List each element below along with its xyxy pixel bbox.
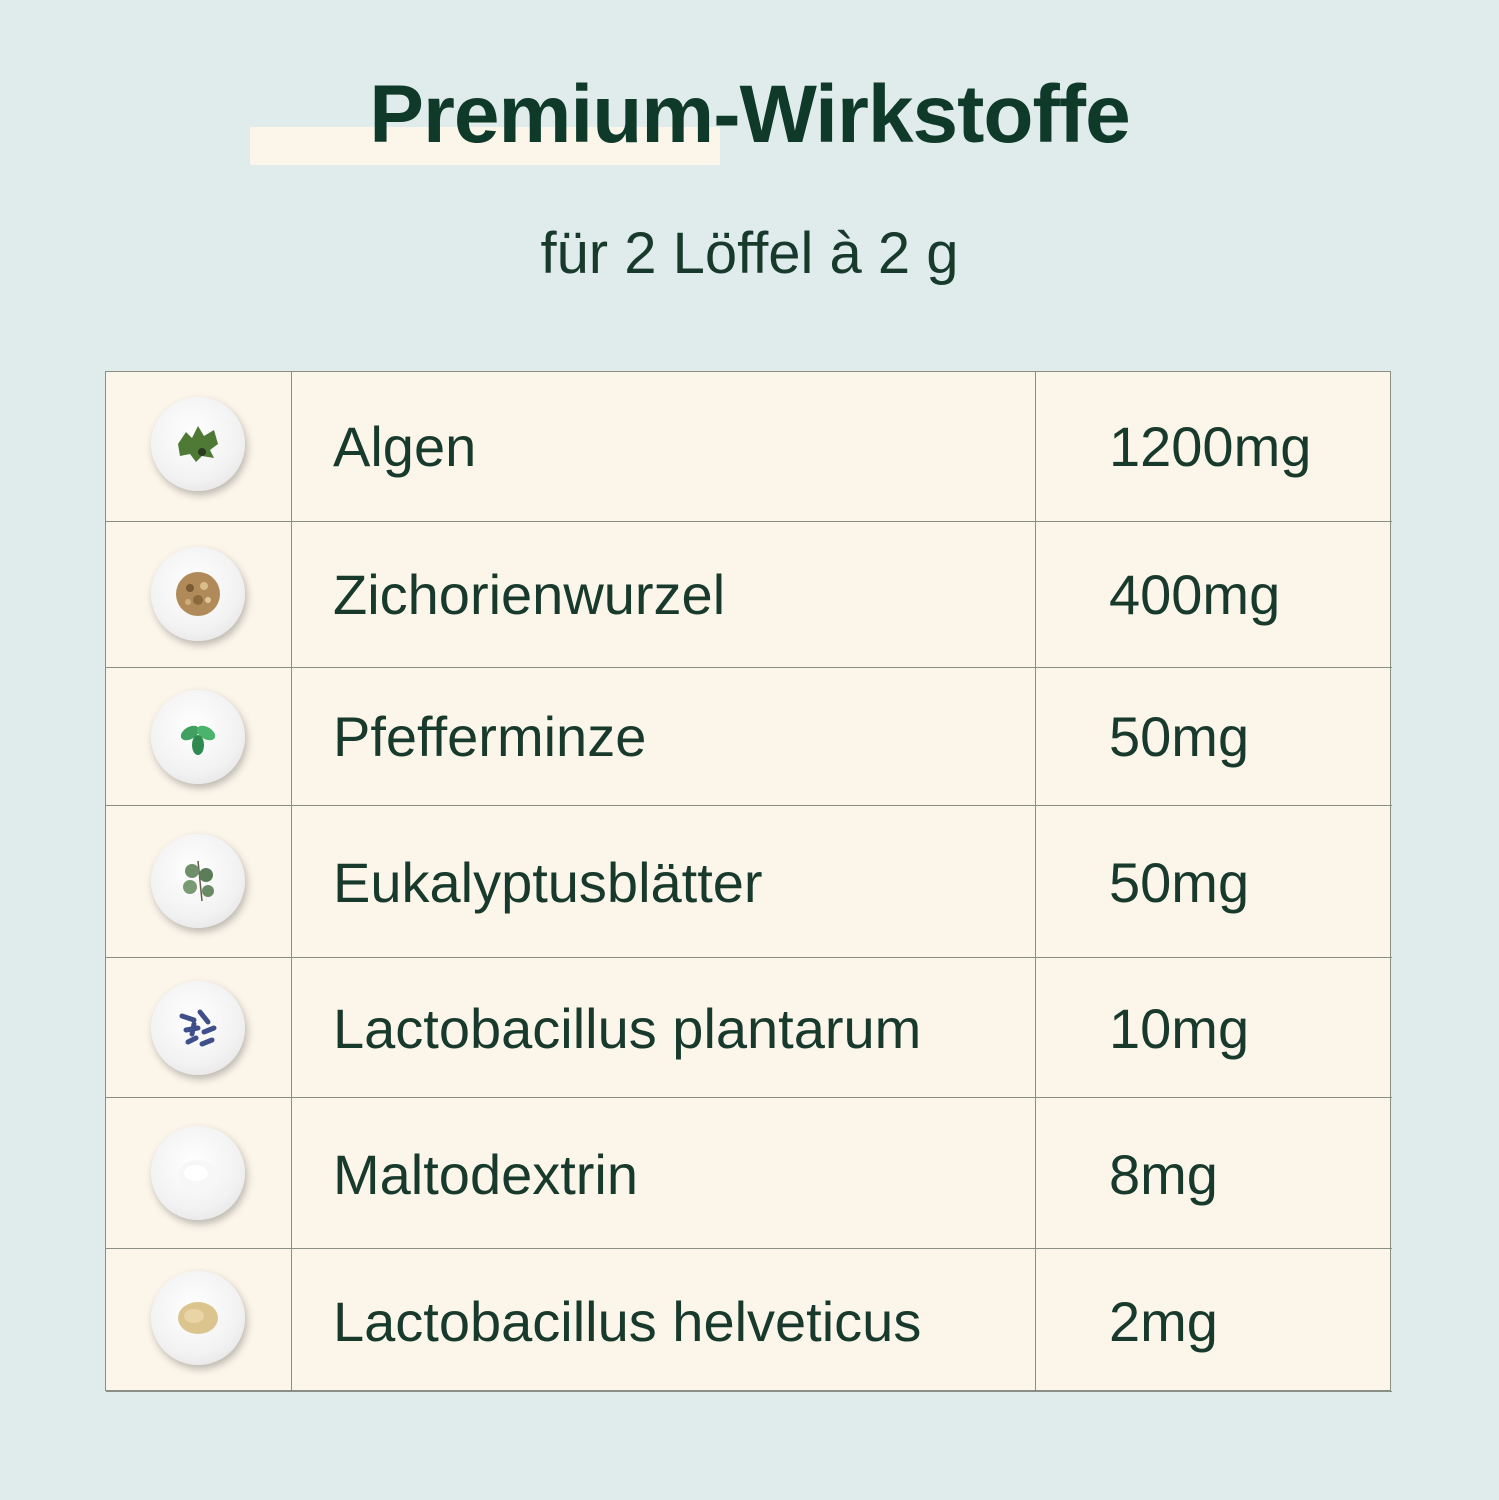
yellow-powder-icon [151,1271,245,1365]
table-row: Zichorienwurzel 400mg [106,522,1392,668]
ingredient-amount: 2mg [1109,1290,1218,1353]
peppermint-icon [151,690,245,784]
table-row: Lactobacillus plantarum 10mg [106,958,1392,1098]
ingredient-amount: 8mg [1109,1143,1218,1206]
ingredient-amount: 10mg [1109,997,1250,1060]
ingredient-amount: 50mg [1109,851,1250,914]
table-row: Eukalyptusblätter 50mg [106,806,1392,958]
ingredient-amount: 400mg [1109,563,1281,626]
column-divider [291,372,292,1390]
ingredients-table: Algen 1200mg Zichorienwurzel 400mg Pfeff… [105,371,1392,1392]
column-divider [1035,372,1036,1390]
table-row: Maltodextrin 8mg [106,1098,1392,1249]
title-highlight [250,127,720,165]
white-powder-icon [151,1126,245,1220]
ingredient-name: Eukalyptusblätter [333,851,763,914]
chicory-root-icon [151,547,245,641]
ingredient-amount: 50mg [1109,705,1250,768]
ingredient-name: Lactobacillus plantarum [333,997,922,1060]
table-row: Algen 1200mg [106,372,1392,522]
ingredient-name: Maltodextrin [333,1143,639,1206]
table-row: Pfefferminze 50mg [106,668,1392,806]
ingredient-amount: 1200mg [1109,415,1312,478]
seaweed-icon [151,397,245,491]
ingredient-name: Zichorienwurzel [333,563,726,626]
ingredient-name: Pfefferminze [333,705,647,768]
page-title: Premium-Wirkstoffe [369,69,1130,160]
page-subtitle: für 2 Löffel à 2 g [540,221,959,286]
eucalyptus-icon [151,834,245,928]
bacteria-icon [151,981,245,1075]
ingredient-name: Algen [333,415,477,478]
table-row: Lactobacillus helveticus 2mg [106,1249,1392,1392]
ingredient-name: Lactobacillus helveticus [333,1290,922,1353]
